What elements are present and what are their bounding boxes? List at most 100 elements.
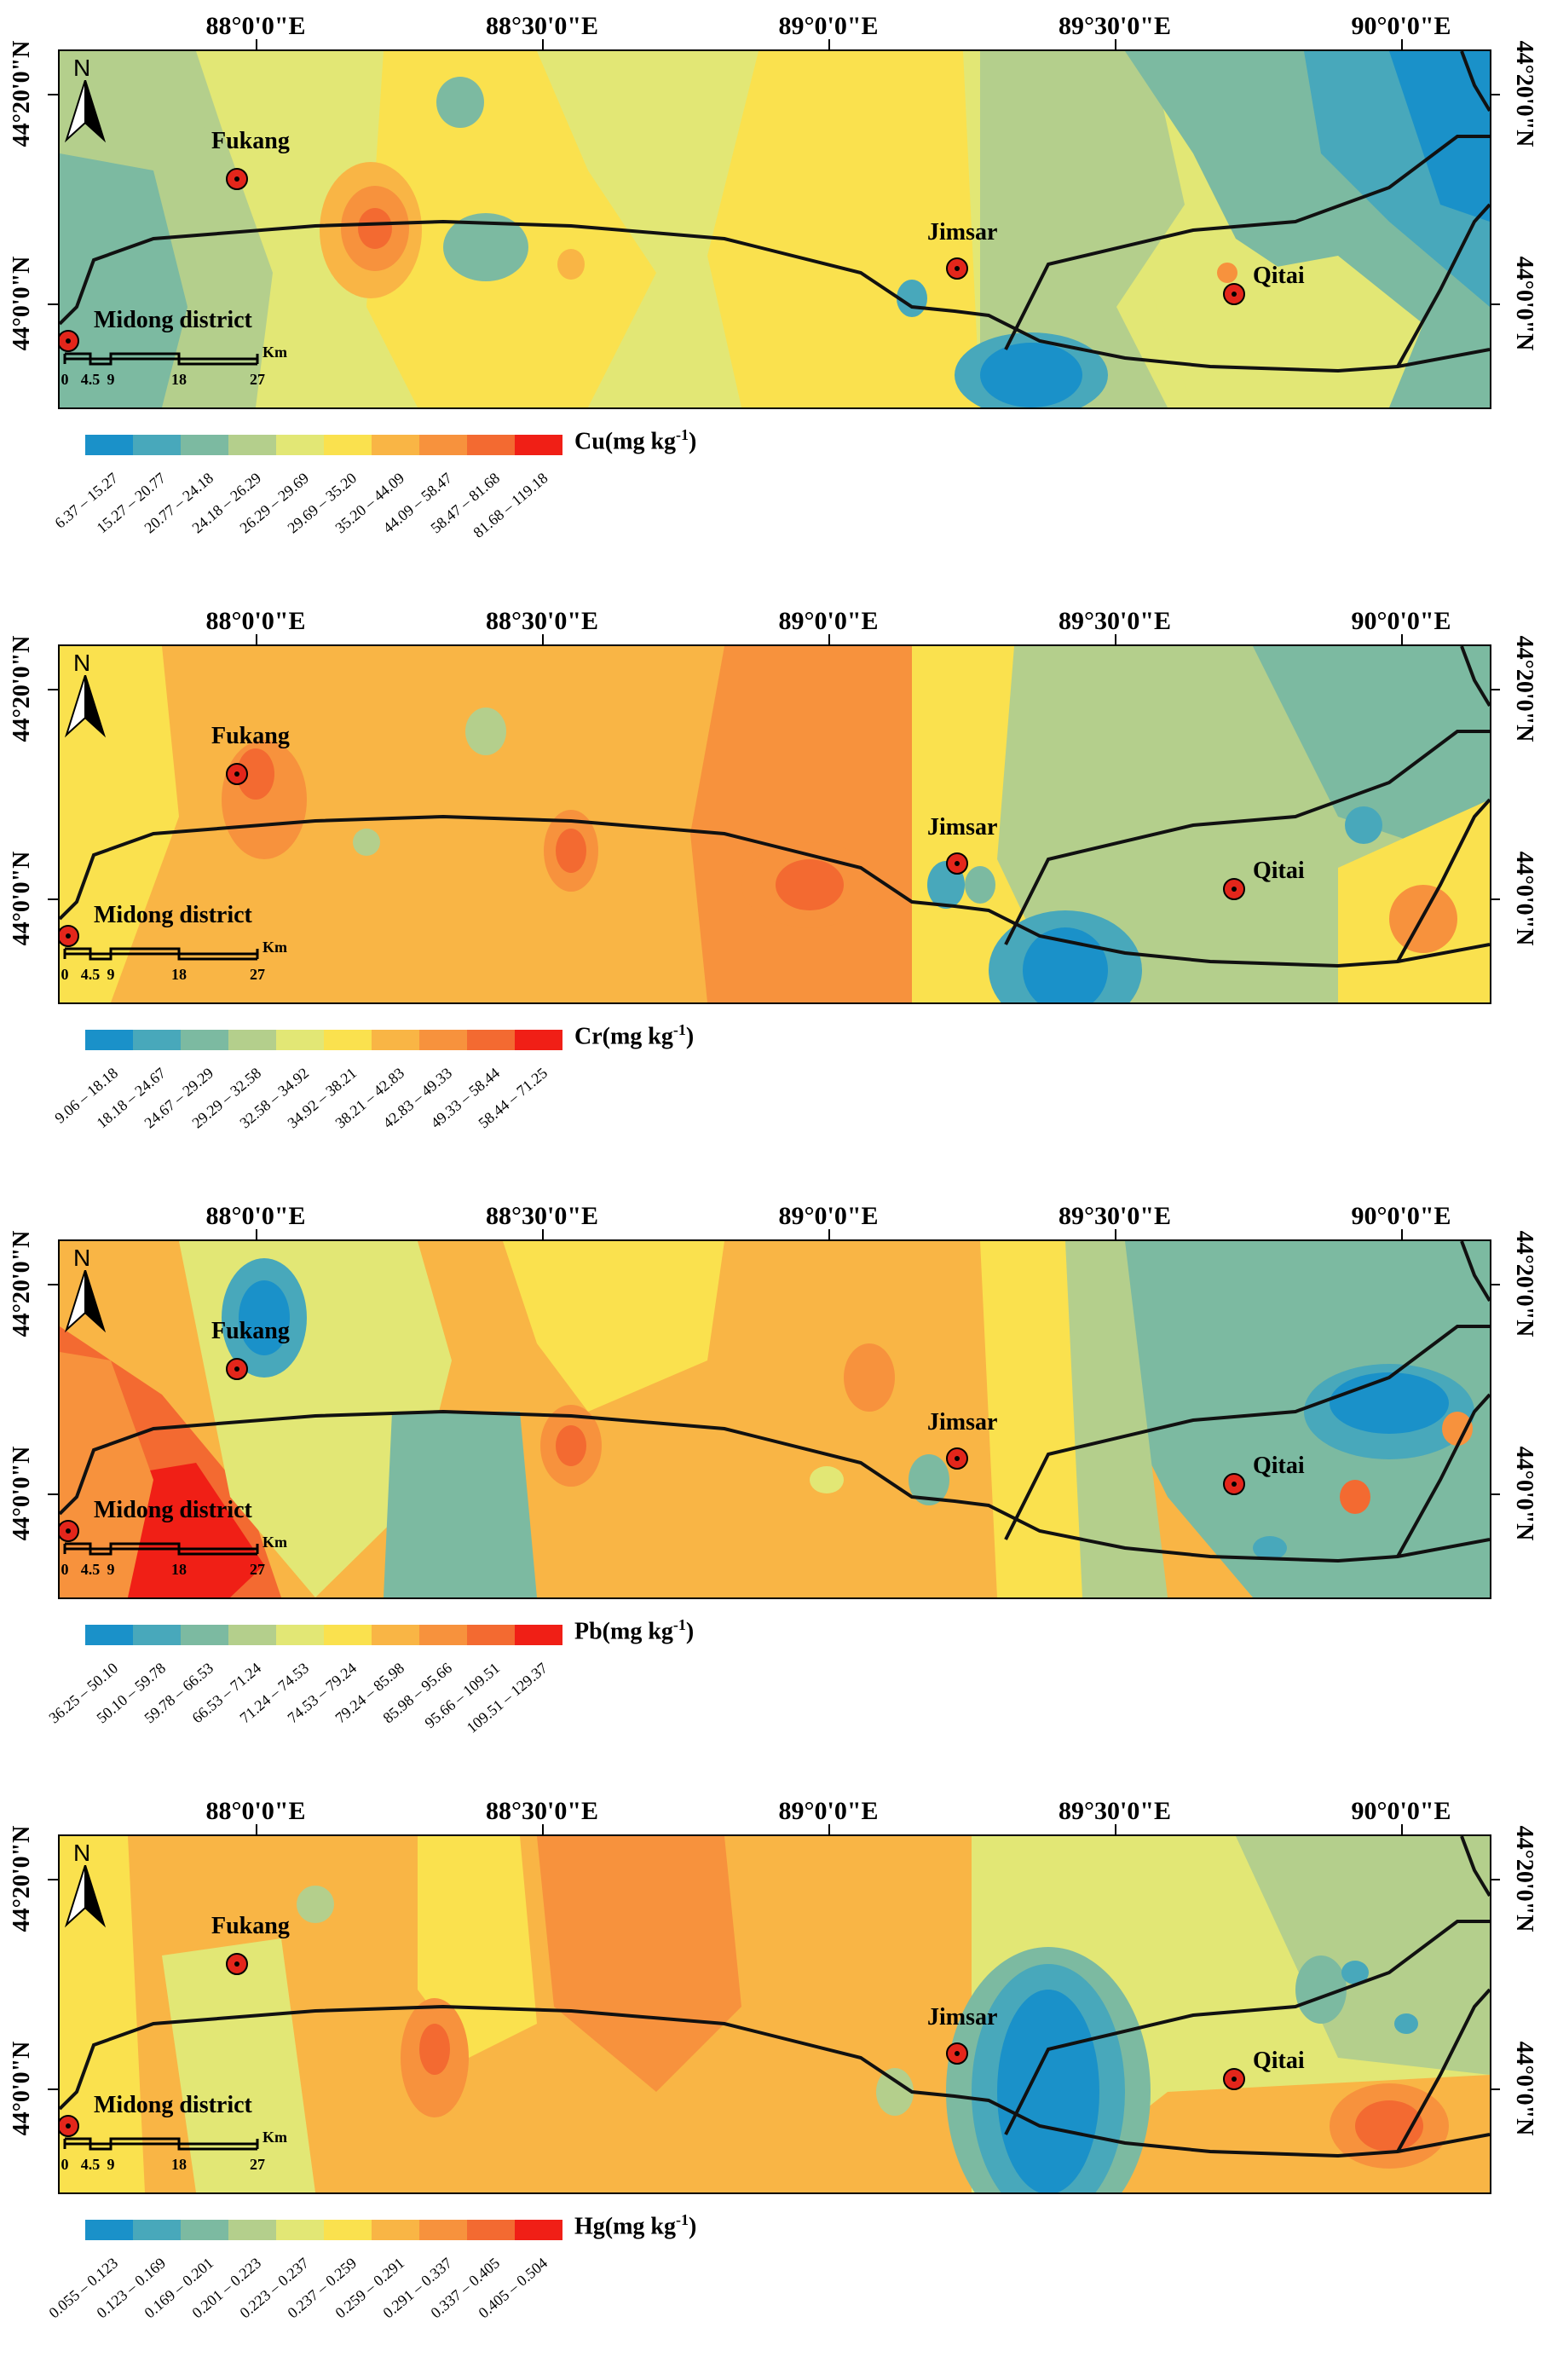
legend-swatch	[372, 435, 419, 455]
boundary-line	[1460, 646, 1490, 708]
city-label-jimsar: Jimsar	[927, 814, 998, 841]
north-arrow-icon: N	[63, 650, 107, 743]
city-marker-jimsar	[946, 2042, 968, 2065]
legend-swatch	[419, 1030, 467, 1050]
legend-swatch	[228, 1625, 276, 1645]
concentration-hotspot	[170, 111, 205, 145]
longitude-tick	[1115, 634, 1116, 644]
boundary-line	[1460, 51, 1490, 113]
longitude-tick	[542, 1229, 544, 1239]
concentration-zone	[1389, 51, 1490, 222]
legend-swatch	[133, 435, 181, 455]
city-label-midong: Midong district	[94, 1497, 252, 1523]
latitude-label-right: 44°0'0"N	[1511, 1446, 1537, 1541]
scale-bar: 0 4.5 9 18 27 Km	[60, 2129, 401, 2181]
scale-bar: 0 4.5 9 18 27 Km	[60, 939, 401, 991]
longitude-label: 89°0'0"E	[778, 607, 879, 635]
concentration-zone	[980, 51, 1185, 407]
boundary-line	[1396, 203, 1490, 367]
scale-unit: Km	[262, 939, 287, 956]
longitude-tick	[1401, 634, 1403, 644]
latitude-label-left: 44°20'0"N	[9, 1825, 35, 1932]
latitude-tick	[48, 689, 58, 690]
boundary-line	[1004, 1920, 1490, 2135]
concentration-hotspot	[1345, 806, 1382, 844]
legend-swatch	[419, 2220, 467, 2240]
legend-title: Hg(mg kg-1)	[574, 2211, 697, 2240]
concentration-hotspot	[997, 1990, 1099, 2192]
concentration-zone	[503, 1241, 724, 1412]
longitude-tick	[828, 39, 830, 49]
concentration-hotspot	[297, 1886, 334, 1923]
scale-tick-label: 4.5	[80, 1561, 101, 1578]
interpolation-map: Fukang Jimsar Qitai Midong district N 0 4.5 9 18…	[58, 1834, 1491, 2194]
scale-tick-label: 0	[61, 2156, 69, 2173]
city-label-midong: Midong district	[94, 307, 252, 333]
boundary-line	[1396, 1393, 1490, 1557]
longitude-tick	[542, 39, 544, 49]
latitude-tick	[48, 1879, 58, 1880]
boundary-line	[1004, 730, 1490, 945]
legend-swatch	[324, 2220, 372, 2240]
longitude-label: 88°30'0"E	[486, 607, 598, 635]
city-label-qitai: Qitai	[1253, 858, 1305, 884]
city-marker-qitai	[1223, 283, 1245, 305]
legend-swatch	[228, 2220, 276, 2240]
legend-colorbar	[85, 1625, 562, 1645]
latitude-tick	[1490, 2088, 1500, 2090]
concentration-zone	[60, 646, 179, 1002]
latitude-label-right: 44°0'0"N	[1511, 851, 1537, 946]
latitude-label-right: 44°20'0"N	[1511, 1825, 1537, 1932]
legend-title: Cr(mg kg-1)	[574, 1021, 695, 1050]
latitude-tick	[1490, 898, 1500, 900]
concentration-zone	[60, 1352, 153, 1597]
city-label-midong: Midong district	[94, 902, 252, 928]
concentration-hotspot	[1295, 1955, 1347, 2024]
longitude-label: 88°30'0"E	[486, 1202, 598, 1230]
latitude-label-left: 44°20'0"N	[9, 1230, 35, 1337]
scale-unit: Km	[262, 2129, 287, 2146]
concentration-hotspot	[556, 1425, 586, 1466]
longitude-label: 90°0'0"E	[1351, 607, 1451, 635]
concentration-hotspot	[557, 249, 585, 280]
interpolation-map: Fukang Jimsar Qitai Midong district N 0 4.5 9 18…	[58, 1239, 1491, 1599]
legend-swatch	[467, 1030, 515, 1050]
latitude-tick	[48, 898, 58, 900]
legend-swatch	[419, 1625, 467, 1645]
longitude-label: 89°0'0"E	[778, 1202, 879, 1230]
concentration-hotspot	[239, 1280, 290, 1355]
scale-tick-label: 0	[61, 371, 69, 388]
latitude-tick	[48, 1493, 58, 1495]
city-label-fukang: Fukang	[211, 1318, 290, 1344]
concentration-surface	[60, 1836, 1490, 2192]
longitude-label: 89°30'0"E	[1059, 12, 1171, 40]
latitude-tick	[1490, 94, 1500, 95]
legend-swatch	[85, 2220, 133, 2240]
legend-swatch	[276, 1030, 324, 1050]
legend-swatch	[324, 1030, 372, 1050]
longitude-tick	[256, 1824, 257, 1834]
latitude-label-left: 44°20'0"N	[9, 635, 35, 742]
latitude-label-right: 44°20'0"N	[1511, 40, 1537, 147]
legend-swatch	[372, 2220, 419, 2240]
city-label-fukang: Fukang	[211, 128, 290, 154]
legend-colorbar	[85, 435, 562, 455]
longitude-label: 89°30'0"E	[1059, 1797, 1171, 1825]
legend-title: Cu(mg kg-1)	[574, 426, 697, 455]
concentration-hotspot	[844, 1343, 895, 1412]
city-marker-midong	[60, 2115, 79, 2137]
latitude-tick	[48, 2088, 58, 2090]
concentration-hotspot	[436, 77, 484, 128]
city-marker-jimsar	[946, 1447, 968, 1470]
latitude-label-right: 44°0'0"N	[1511, 256, 1537, 351]
longitude-label: 89°0'0"E	[778, 12, 879, 40]
longitude-tick	[1115, 39, 1116, 49]
concentration-hotspot	[237, 748, 274, 800]
concentration-hotspot	[1253, 1536, 1287, 1560]
scale-tick-label: 9	[107, 1561, 115, 1578]
concentration-hotspot	[810, 1466, 844, 1493]
concentration-hotspot	[1340, 1480, 1370, 1514]
map-panel-hg: 88°0'0"E 88°30'0"E 89°0'0"E 89°30'0"E 90°0'0…	[0, 1785, 1546, 2380]
scale-tick-label: 27	[250, 1561, 265, 1578]
legend-swatch	[515, 435, 562, 455]
